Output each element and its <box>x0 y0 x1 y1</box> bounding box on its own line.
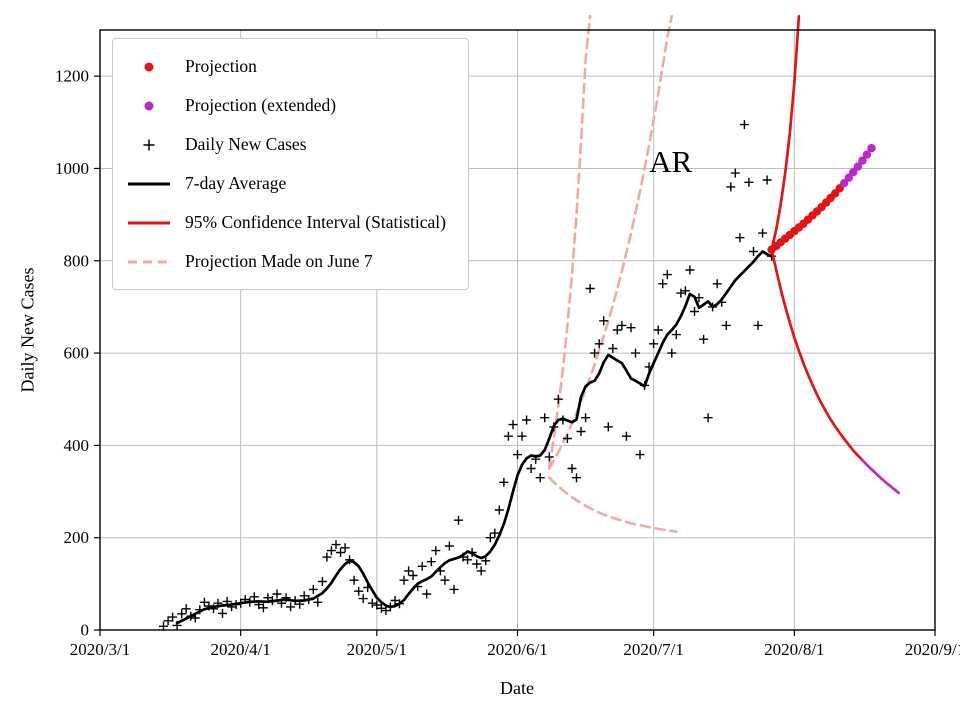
projection-extended-dot <box>858 156 867 165</box>
x-tick-label: 2020/9/1 <box>905 640 960 659</box>
legend-item: Projection (extended) <box>123 86 446 125</box>
y-tick-label: 1200 <box>55 67 89 86</box>
legend-label: 7-day Average <box>185 173 287 193</box>
confidence-upper-line <box>770 14 801 252</box>
y-tick-label: 400 <box>64 436 90 455</box>
confidence-lower-line <box>770 248 864 462</box>
legend-dot-swatch-icon <box>144 101 154 110</box>
legend-item: Projection Made on June 7 <box>123 242 446 281</box>
legend-dot-swatch-icon <box>144 62 154 71</box>
daily-new-cases-markers <box>159 120 777 631</box>
projection-extended-dot <box>862 150 872 159</box>
legend-label: Projection (extended) <box>185 95 337 115</box>
projection-extended-dot <box>840 179 849 188</box>
y-tick-label: 1000 <box>55 159 89 178</box>
x-tick-label: 2020/7/1 <box>623 640 683 659</box>
y-tick-label: 0 <box>81 621 90 640</box>
x-tick-label: 2020/4/1 <box>210 640 270 659</box>
y-tick-label: 600 <box>64 344 90 363</box>
legend-dashed-swatch-icon <box>128 260 170 263</box>
legend-item: Daily New Cases <box>123 125 446 164</box>
legend-line-swatch-icon <box>128 182 170 185</box>
legend-label: 95% Confidence Interval (Statistical) <box>185 212 446 232</box>
projection-extended-dot <box>849 168 858 177</box>
y-tick-label: 200 <box>64 528 90 547</box>
legend: Projection Projection (extended) Daily New… <box>112 38 469 290</box>
x-tick-label: 2020/8/1 <box>764 640 824 659</box>
y-tick-label: 800 <box>64 251 90 270</box>
legend-item: 95% Confidence Interval (Statistical) <box>123 203 446 242</box>
june7-projection-lower <box>547 476 678 534</box>
legend-item: Projection <box>123 47 446 86</box>
legend-label: Projection Made on June 7 <box>185 251 373 271</box>
seven-day-average-line <box>175 250 773 625</box>
legend-line-swatch-icon <box>128 221 170 224</box>
projection-extended-dot <box>853 162 863 171</box>
y-axis-label: Daily New Cases <box>17 267 38 393</box>
june7-projection-center <box>547 14 674 470</box>
legend-item: 7-day Average <box>123 164 446 203</box>
x-tick-label: 2020/5/1 <box>347 640 407 659</box>
x-axis-label: Date <box>500 678 534 698</box>
projection-extended-dot <box>867 144 876 153</box>
confidence-lower-extended-line <box>861 458 901 495</box>
x-tick-label: 2020/3/1 <box>70 640 130 659</box>
x-tick-label: 2020/6/1 <box>487 640 547 659</box>
state-annotation: AR <box>649 144 692 179</box>
legend-label: Daily New Cases <box>185 134 307 154</box>
legend-label: Projection <box>185 56 257 76</box>
legend-plus-swatch-icon <box>143 139 155 150</box>
